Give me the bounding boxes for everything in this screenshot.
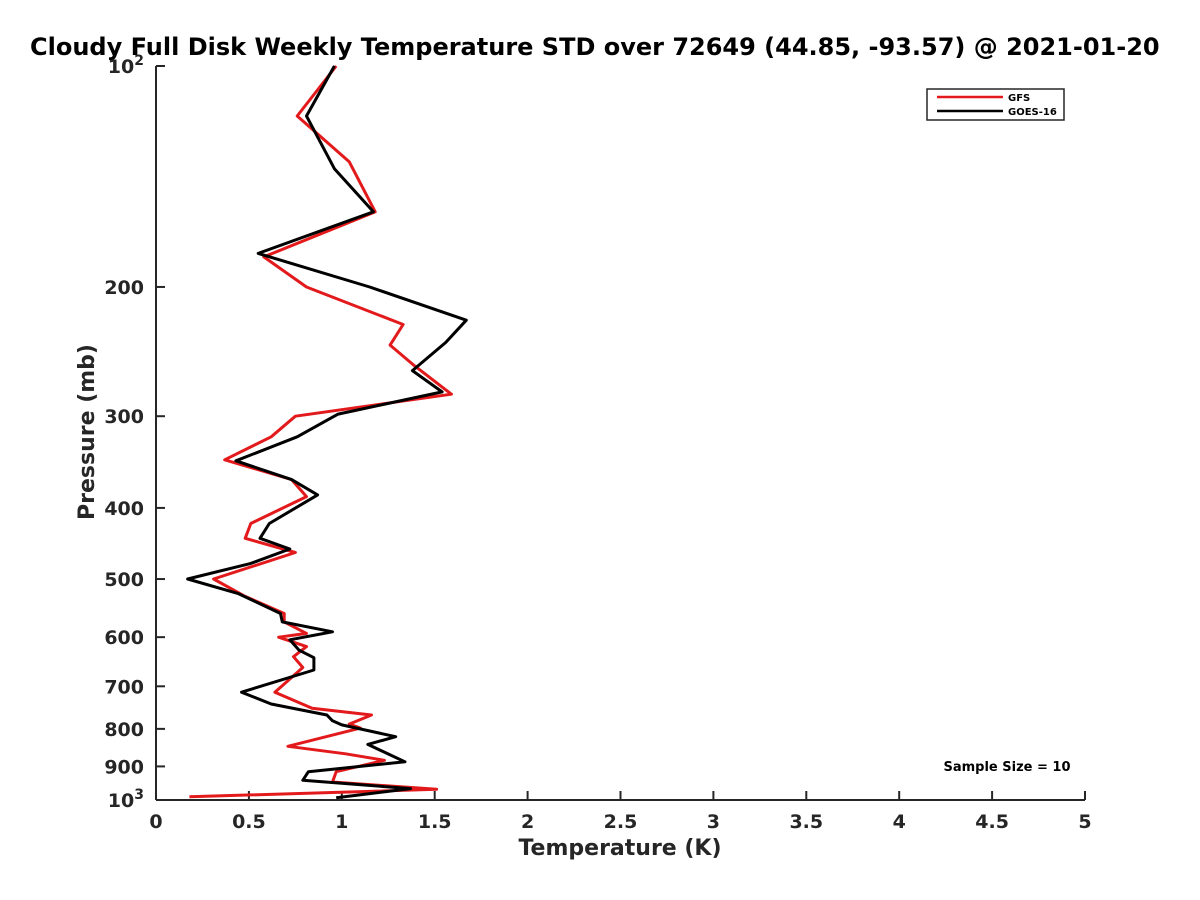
y-tick-label: 200 <box>104 277 144 299</box>
x-tick-label: 3 <box>707 811 720 833</box>
y-tick-label: 800 <box>104 719 144 741</box>
legend-label: GFS <box>1008 93 1030 104</box>
legend: GFS GOES-16 <box>926 88 1065 121</box>
series-line-goes-16 <box>186 65 468 800</box>
y-tick-label: 900 <box>104 756 144 778</box>
x-tick-label: 1.5 <box>418 811 452 833</box>
y-tick-label: 102 <box>108 53 144 78</box>
x-tick-label: 2.5 <box>604 811 638 833</box>
series-line-gfs <box>189 65 453 799</box>
chart-title: Cloudy Full Disk Weekly Temperature STD … <box>30 33 1160 61</box>
x-tick-label: 4.5 <box>975 811 1009 833</box>
x-axis-label: Temperature (K) <box>518 836 721 861</box>
x-tick-label: 5 <box>1078 811 1091 833</box>
y-tick-label: 400 <box>104 498 144 520</box>
x-tick-label: 3.5 <box>789 811 823 833</box>
y-tick-label: 300 <box>104 406 144 428</box>
y-tick-label: 500 <box>104 569 144 591</box>
y-tick-label: 600 <box>104 627 144 649</box>
x-tick-label: 4 <box>893 811 906 833</box>
legend-label: GOES-16 <box>1008 107 1057 118</box>
x-tick-label: 0.5 <box>232 811 266 833</box>
x-tick-label: 0 <box>149 811 162 833</box>
y-axis-label: Pressure (mb) <box>75 344 100 520</box>
x-tick-label: 1 <box>335 811 348 833</box>
y-tick-label: 700 <box>104 676 144 698</box>
y-tick-label: 103 <box>108 787 144 812</box>
legend-box <box>926 88 1065 121</box>
plot-area: 0 0.5 1 1.5 2 2.5 3 3.5 4 4.5 5 102 200 300 400 500 600 7… <box>104 53 1091 833</box>
sample-size-annotation: Sample Size = 10 <box>943 760 1070 775</box>
x-tick-label: 2 <box>521 811 534 833</box>
